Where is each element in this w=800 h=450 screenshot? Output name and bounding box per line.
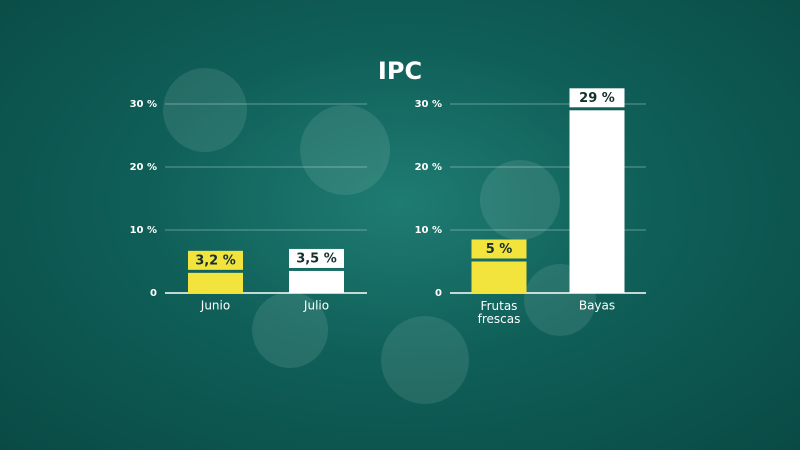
- y-tick-label: 10 %: [415, 225, 442, 236]
- value-label-box: [471, 239, 527, 259]
- value-label: 5 %: [486, 242, 513, 257]
- y-tick-label: 30 %: [415, 99, 442, 110]
- value-label: 3,5 %: [296, 251, 337, 266]
- y-tick-label: 20 %: [130, 162, 157, 173]
- bar: [471, 261, 527, 293]
- value-label-box: [569, 88, 625, 108]
- x-tick-label-line: Frutas: [481, 299, 518, 313]
- y-tick-label: 30 %: [130, 99, 157, 110]
- y-tick-label: 0: [435, 288, 442, 299]
- value-label-box: [289, 248, 344, 268]
- bar: [188, 272, 243, 293]
- value-label: 3,2 %: [195, 253, 236, 268]
- background-decoration: [163, 68, 596, 404]
- y-tick-label: 20 %: [415, 162, 442, 173]
- chart-title: IPC: [378, 57, 422, 85]
- x-tick-label: Frutas frescas: [478, 299, 521, 326]
- x-tick-label: Julio: [303, 299, 329, 313]
- bar: [569, 110, 625, 293]
- bar: [289, 270, 344, 293]
- x-tick-label: Junio: [200, 299, 230, 313]
- x-tick-label-line: frescas: [478, 312, 521, 326]
- y-tick-label: 10 %: [130, 225, 157, 236]
- value-label: 29 %: [579, 91, 615, 106]
- value-label-box: [188, 250, 243, 270]
- y-tick-label: 0: [150, 288, 157, 299]
- x-tick-label: Bayas: [579, 299, 615, 313]
